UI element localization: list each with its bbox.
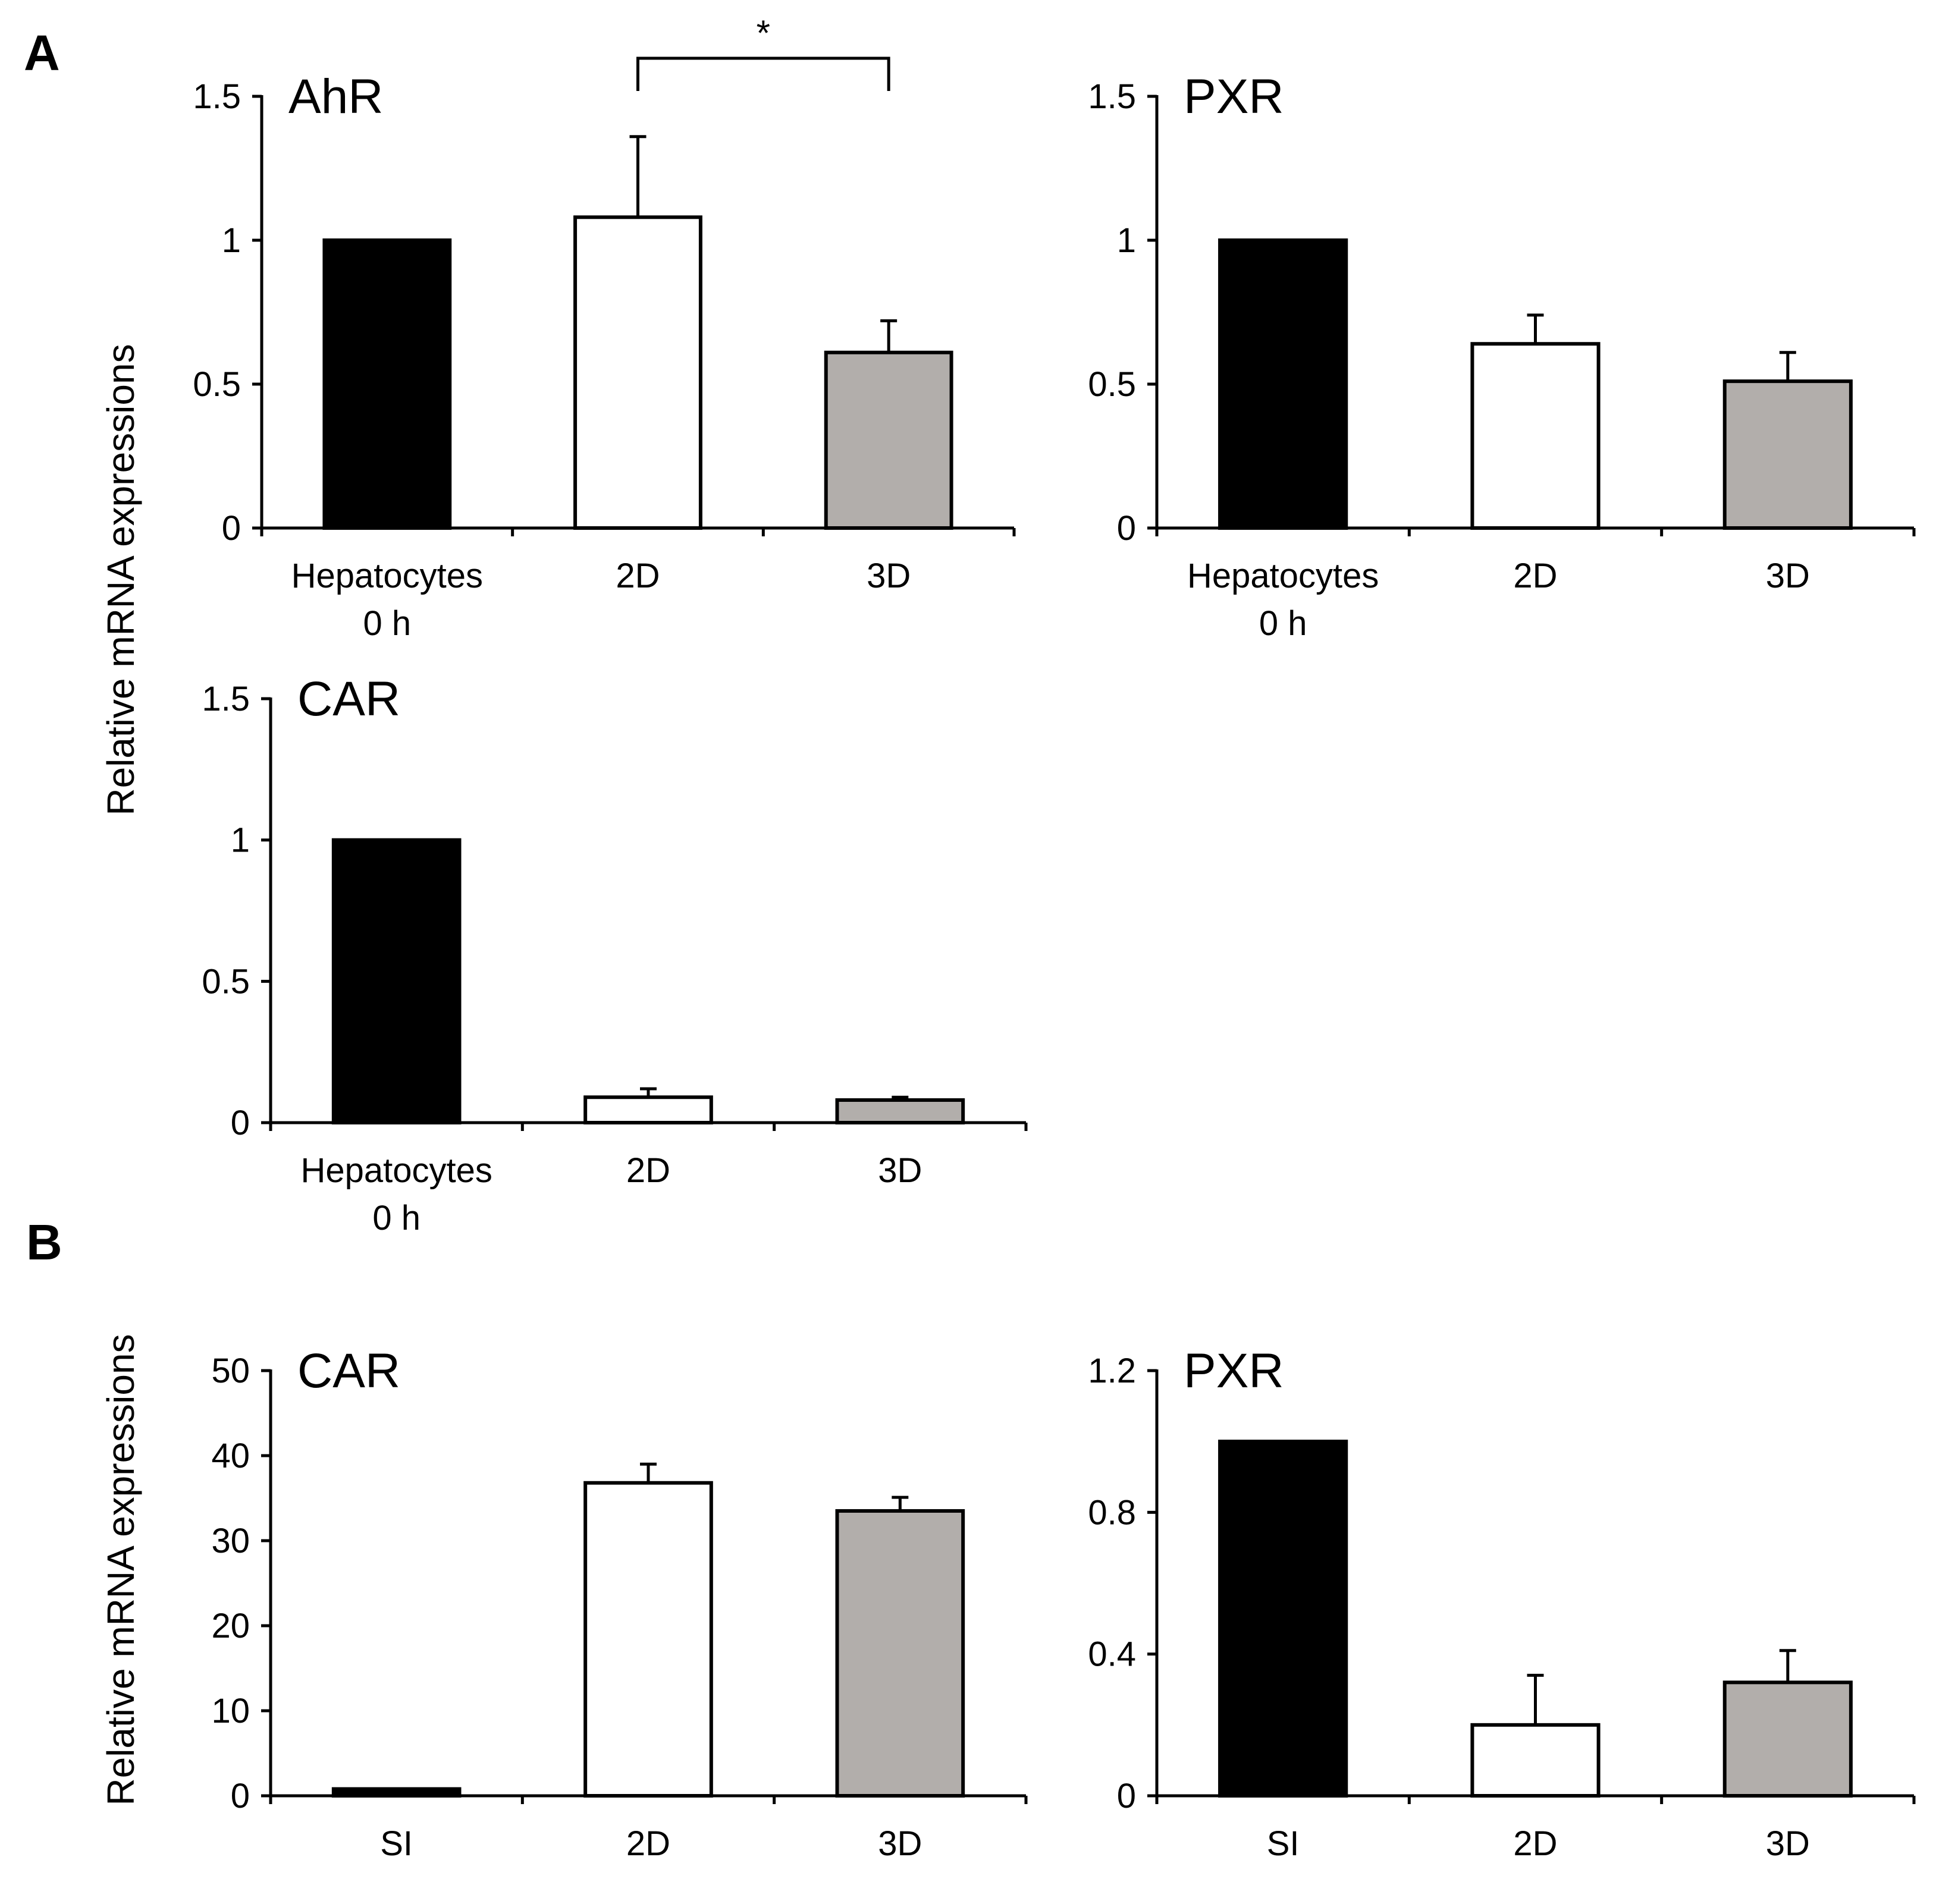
- bar-hepatocytes: [322, 238, 452, 530]
- y-tick-label: 50: [211, 1352, 250, 1390]
- y-axis-label-b: Relative mRNA expressions: [99, 1334, 142, 1805]
- category-label: 3D: [1766, 1824, 1810, 1863]
- bar-hepatocytes: [1218, 238, 1348, 530]
- chart-a-car: 0 0.5 1 1.5 Hepatocytes 0 h 2D 3D CAR: [202, 672, 1028, 1237]
- category-label: 2D: [626, 1824, 670, 1863]
- bar-3d: [1722, 379, 1853, 530]
- chart-title: PXR: [1184, 70, 1284, 124]
- y-tick-label: 1: [222, 221, 241, 260]
- category-label: 2D: [1513, 557, 1557, 595]
- y-tick-label: 0: [222, 509, 241, 548]
- y-tick-label: 0.5: [1088, 365, 1136, 404]
- y-tick-label: 10: [211, 1692, 250, 1730]
- y-tick-label: 0.4: [1088, 1635, 1136, 1674]
- y-tick-label: 1: [231, 821, 250, 860]
- y-tick-label: 40: [211, 1437, 250, 1475]
- chart-a-pxr: 0 0.5 1 1.5 Hepatocytes 0 h 2D 3D PXR: [1088, 70, 1916, 643]
- charts-group: 0 0.5 1 1.5 Hepatocytes 0 h 2D 3D AhR * 0 0.5 1 1.5 He…: [193, 13, 1916, 1863]
- panel-a-label: A: [24, 25, 60, 81]
- y-tick-label: 0.5: [202, 962, 250, 1001]
- category-label: 3D: [878, 1824, 922, 1863]
- y-tick-label: 1.5: [202, 680, 250, 718]
- chart-title: CAR: [297, 1344, 400, 1398]
- y-tick-label: 0: [1117, 509, 1136, 548]
- significance-bracket: [636, 56, 890, 91]
- significance-label: *: [757, 13, 770, 53]
- bar-2d: [573, 215, 702, 530]
- y-tick-label: 20: [211, 1607, 250, 1645]
- panel-b-label: B: [26, 1214, 62, 1270]
- category-label: Hepatocytes: [291, 557, 483, 595]
- y-tick-label: 1.5: [193, 77, 241, 116]
- bar-3d: [835, 1509, 965, 1798]
- y-tick-label: 30: [211, 1522, 250, 1560]
- category-label: 2D: [626, 1151, 670, 1190]
- bar-3d: [1722, 1680, 1853, 1798]
- bar-si: [1218, 1440, 1348, 1798]
- category-label: 0 h: [372, 1199, 421, 1237]
- y-tick-label: 0: [231, 1104, 250, 1142]
- category-label: 3D: [867, 557, 911, 595]
- y-tick-label: 1.2: [1088, 1352, 1136, 1390]
- bar-hepatocytes: [331, 838, 462, 1124]
- bar-2d: [583, 1481, 713, 1798]
- category-label: 3D: [1766, 557, 1810, 595]
- bar-2d: [583, 1095, 713, 1124]
- y-tick-label: 0.8: [1088, 1493, 1136, 1532]
- category-label: 2D: [616, 557, 660, 595]
- chart-b-car: 0 10 20 30 40 50 SI 2D 3D CAR: [211, 1344, 1028, 1863]
- bar-2d: [1470, 342, 1601, 530]
- bar-3d: [824, 350, 953, 530]
- category-label: Hepatocytes: [300, 1151, 492, 1190]
- bar-si: [331, 1787, 462, 1798]
- category-label: 3D: [878, 1151, 922, 1190]
- y-tick-label: 1: [1117, 221, 1136, 260]
- y-tick-label: 0.5: [193, 365, 241, 404]
- chart-title: CAR: [297, 672, 400, 726]
- chart-title: AhR: [288, 70, 384, 124]
- y-axis-label-a: Relative mRNA expressions: [99, 344, 142, 815]
- chart-title: PXR: [1184, 1344, 1284, 1398]
- y-tick-label: 0: [1117, 1777, 1136, 1815]
- category-label: 0 h: [363, 604, 412, 643]
- category-label: 0 h: [1259, 604, 1307, 643]
- y-tick-label: 1.5: [1088, 77, 1136, 116]
- chart-a-ahr: 0 0.5 1 1.5 Hepatocytes 0 h 2D 3D AhR *: [193, 13, 1016, 643]
- y-tick-label: 0: [231, 1777, 250, 1815]
- category-label: SI: [1267, 1824, 1300, 1863]
- bar-3d: [835, 1098, 965, 1125]
- category-label: Hepatocytes: [1187, 557, 1379, 595]
- bar-2d: [1470, 1723, 1601, 1798]
- category-label: 2D: [1513, 1824, 1557, 1863]
- category-label: SI: [380, 1824, 413, 1863]
- chart-b-pxr: 0 0.4 0.8 1.2 SI 2D 3D PXR: [1088, 1344, 1916, 1863]
